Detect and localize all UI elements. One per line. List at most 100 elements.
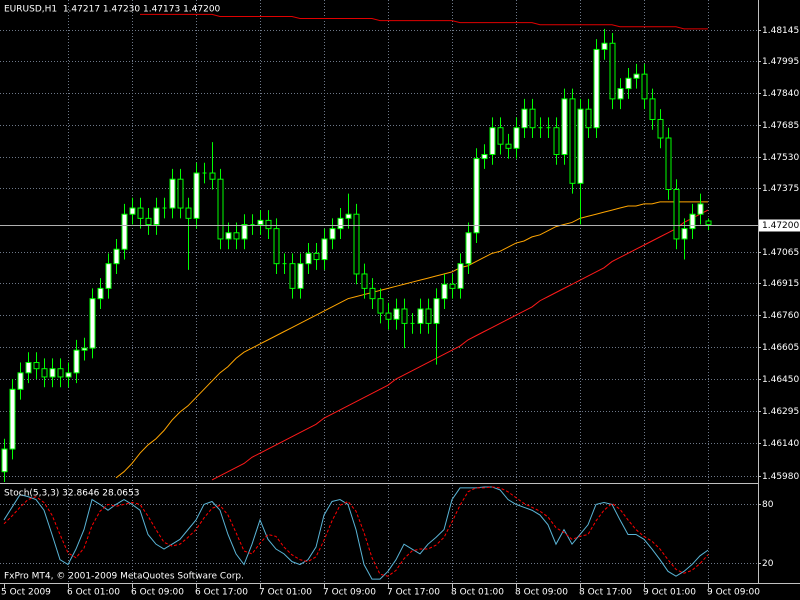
candle-body xyxy=(49,368,56,378)
candle-body xyxy=(625,77,632,90)
candle-body xyxy=(697,203,704,215)
x-tick-label: 9 Oct 09:00 xyxy=(707,588,760,598)
price-label: 1.47200 xyxy=(762,221,799,231)
y-tick-label: 1.47685 xyxy=(762,121,799,131)
candle-body xyxy=(361,273,368,289)
candle-body xyxy=(65,372,72,378)
candle-body xyxy=(41,368,48,378)
candle-body xyxy=(561,98,568,155)
candle-body xyxy=(449,283,456,289)
candle-body xyxy=(169,178,176,209)
candle-body xyxy=(113,248,120,265)
candle-body xyxy=(593,48,600,129)
candle-body xyxy=(705,220,712,226)
candle-body xyxy=(145,217,152,226)
candle-body xyxy=(521,108,528,129)
candle-body xyxy=(569,98,576,184)
x-tick-label: 6 Oct 17:00 xyxy=(195,588,248,598)
candle-body xyxy=(417,308,424,324)
candle-body xyxy=(321,238,328,261)
y-tick-label: 1.46295 xyxy=(762,407,799,417)
stoch-line xyxy=(3,486,709,580)
candle-body xyxy=(137,207,144,219)
y-tick-label: 20 xyxy=(762,559,774,569)
candle-body xyxy=(577,108,584,184)
candle-body xyxy=(273,228,280,265)
candle-body xyxy=(313,252,320,261)
candle-body xyxy=(73,349,80,374)
y-tick-label: 1.47840 xyxy=(762,89,799,99)
x-tick-label: 8 Oct 01:00 xyxy=(451,588,504,598)
candle-body xyxy=(337,217,344,230)
candle-body xyxy=(641,73,648,100)
candle-body xyxy=(209,172,216,180)
main-window: 1.48145 1.47995 1.47840 1.47685 1.47530 1.473… xyxy=(0,0,800,482)
candle-body xyxy=(329,228,336,240)
candle-body xyxy=(81,347,88,351)
candle-body xyxy=(489,127,496,155)
y-tick-label: 1.46140 xyxy=(762,439,799,449)
candle-body xyxy=(529,108,536,129)
candle-body xyxy=(89,298,96,349)
candle-body xyxy=(9,388,16,450)
candle-body xyxy=(265,219,272,230)
candle-body xyxy=(177,178,184,209)
x-tick-label: 7 Oct 09:00 xyxy=(323,588,376,598)
x-tick-label: 7 Oct 01:00 xyxy=(259,588,312,598)
y-tick-label: 1.48145 xyxy=(762,26,799,36)
candle-body xyxy=(473,158,480,234)
candle-body xyxy=(353,213,360,275)
candle-body xyxy=(505,143,512,149)
candle-body xyxy=(377,298,384,314)
candle-body xyxy=(401,308,408,324)
candle-body xyxy=(57,368,64,378)
indicator-line xyxy=(115,201,708,479)
indicator-line xyxy=(140,13,708,30)
candle-body xyxy=(481,153,488,160)
y-tick-label: 1.46915 xyxy=(762,279,799,289)
y-tick-label: 80 xyxy=(762,500,774,510)
stoch-window: 80 20 xyxy=(0,485,774,582)
candle-body xyxy=(665,137,672,191)
x-tick-label: 7 Oct 17:00 xyxy=(387,588,440,598)
candle-body xyxy=(393,308,400,320)
candle-body xyxy=(185,207,192,219)
y-tick-label: 1.46760 xyxy=(762,311,799,321)
candle-body xyxy=(689,213,696,230)
price-label-box xyxy=(759,219,800,232)
candle-body xyxy=(233,232,240,240)
candle-body xyxy=(457,263,464,289)
candle-body xyxy=(425,308,432,324)
indicator-line xyxy=(211,209,709,481)
candle-body xyxy=(673,189,680,240)
candle-body xyxy=(241,224,248,240)
candle-body xyxy=(465,232,472,265)
candle-body xyxy=(25,362,32,374)
y-tick-label: 1.46450 xyxy=(762,375,799,385)
candle-body xyxy=(153,207,160,226)
x-tick-label: 6 Oct 01:00 xyxy=(67,588,120,598)
x-tick-label: 6 Oct 09:00 xyxy=(131,588,184,598)
candle-body xyxy=(497,127,504,145)
candle-body xyxy=(617,88,624,100)
candle-body xyxy=(345,213,352,219)
candle-body xyxy=(257,219,264,226)
candle-body xyxy=(513,127,520,149)
y-tick-label: 1.45980 xyxy=(762,472,799,482)
candle-body xyxy=(433,298,440,324)
candle-body xyxy=(17,372,24,390)
stoch-title: Stoch(5,3,3) 32.8646 28.0653 xyxy=(4,489,139,499)
x-tick-label: 8 Oct 09:00 xyxy=(515,588,568,598)
candle-body xyxy=(193,172,200,219)
candle-body xyxy=(217,178,224,240)
candle-body xyxy=(305,252,312,265)
y-tick-label: 1.47995 xyxy=(762,57,799,67)
candle-body xyxy=(553,127,560,155)
candle-body xyxy=(121,213,128,250)
chart-title: EURUSD,H1 1.47217 1.47230 1.47173 1.4720… xyxy=(4,5,221,15)
candle-body xyxy=(681,228,688,240)
